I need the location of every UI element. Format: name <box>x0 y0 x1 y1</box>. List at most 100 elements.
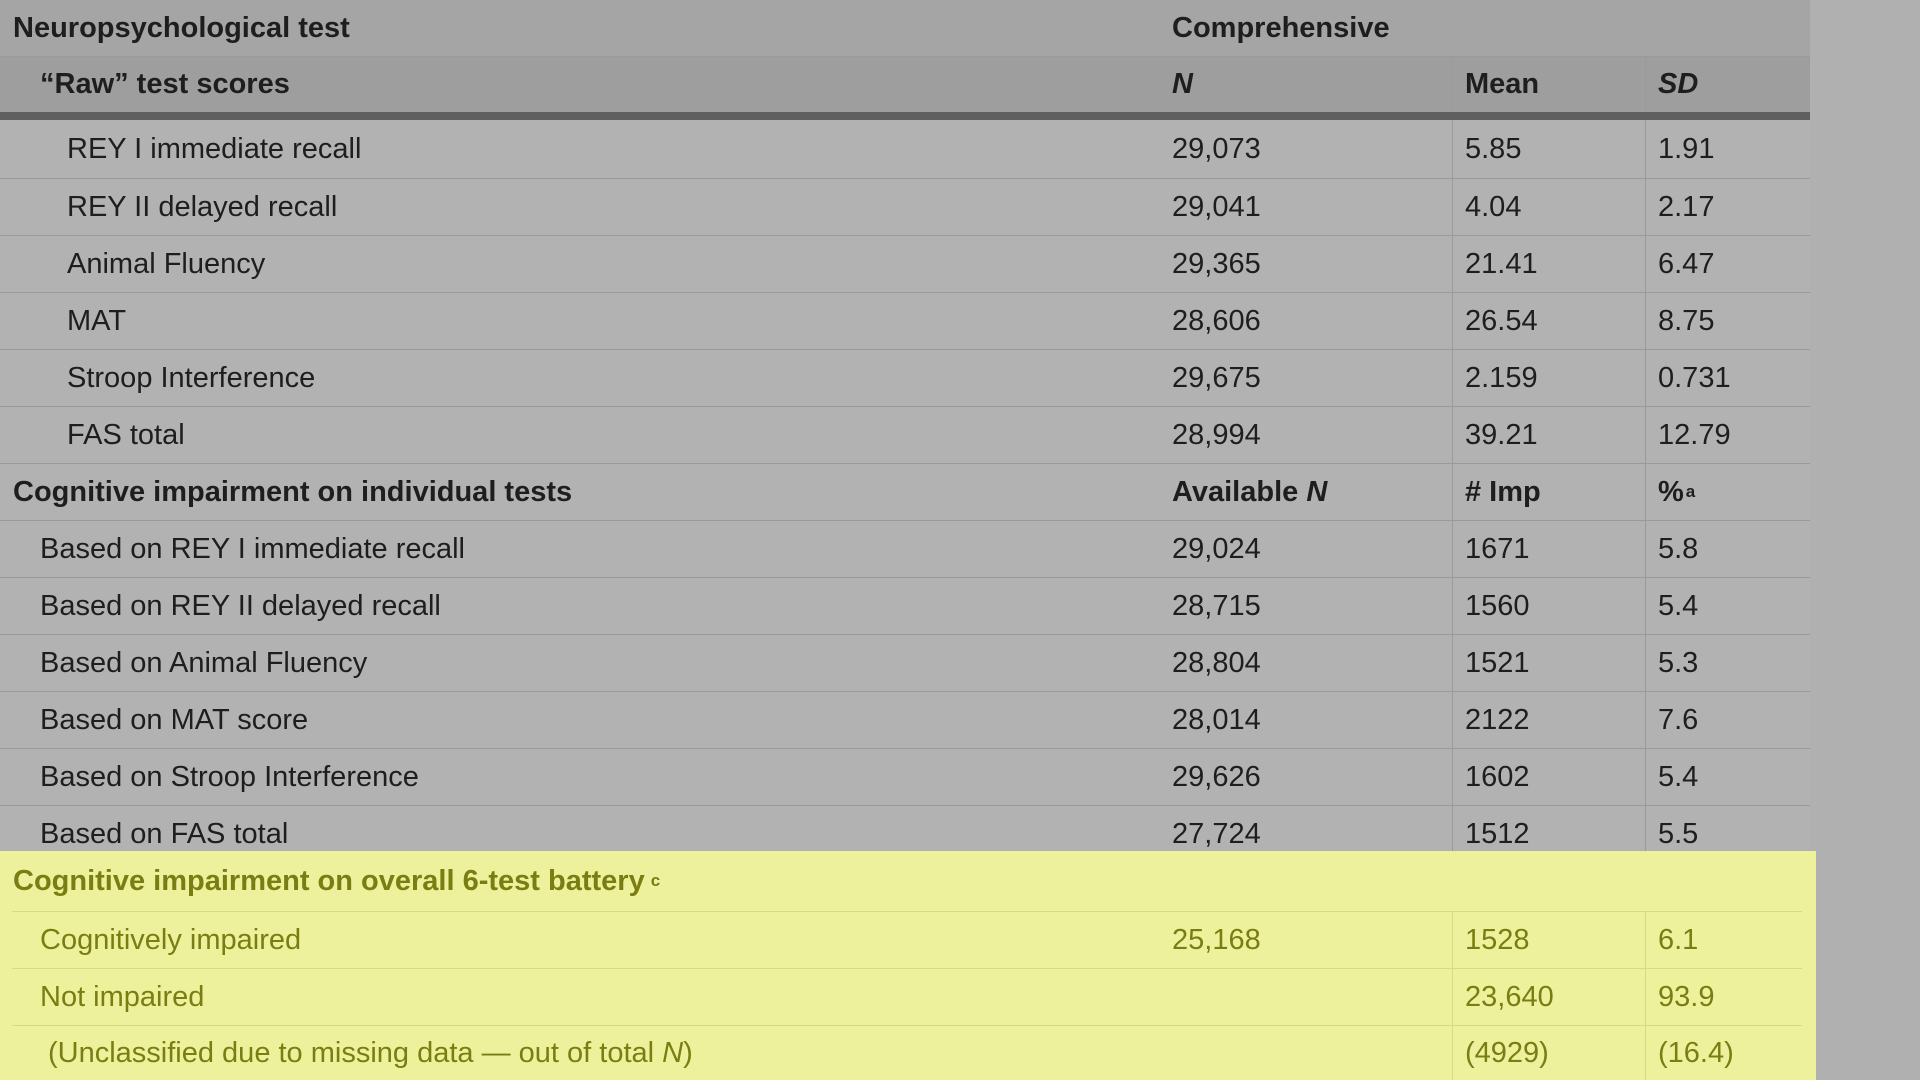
row-sd: 2.17 <box>1645 179 1810 235</box>
row-imp: (4929) <box>1452 1026 1645 1080</box>
row-imp: 1671 <box>1452 521 1645 577</box>
row-label: Stroop Interference <box>67 361 316 394</box>
available-prefix: Available <box>1172 475 1299 508</box>
row-mean: 2.159 <box>1452 350 1645 406</box>
column-available-n-header: Available N <box>1160 464 1452 520</box>
row-pct: 5.5 <box>1645 806 1810 863</box>
battery-section-label-cell: Cognitive impairment on overall 6-test b… <box>12 851 1802 911</box>
row-label: Cognitively impaired <box>40 923 302 956</box>
row-mean: 39.21 <box>1452 407 1645 463</box>
row-imp: 1528 <box>1452 912 1645 968</box>
row-label: Based on FAS total <box>40 818 289 850</box>
row-label: Based on Stroop Interference <box>40 760 419 793</box>
table-row: FAS total 28,994 39.21 12.79 <box>0 407 1810 464</box>
table-row: Animal Fluency 29,365 21.41 6.47 <box>0 236 1810 293</box>
row-sd: 1.91 <box>1645 120 1810 178</box>
row-label: Animal Fluency <box>67 247 266 280</box>
table-row: Stroop Interference 29,675 2.159 0.731 <box>0 350 1810 407</box>
row-label: Based on REY II delayed recall <box>40 589 441 622</box>
table-row: (Unclassified due to missing data — out … <box>12 1026 1802 1080</box>
unclassified-label-post: ) <box>683 1036 693 1069</box>
table-header-row: Neuropsychological test Comprehensive <box>0 0 1810 57</box>
row-mean: 5.85 <box>1452 120 1645 178</box>
column-mean-header: Mean <box>1452 57 1645 112</box>
table-row: MAT 28,606 26.54 8.75 <box>0 293 1810 350</box>
row-pct: 5.4 <box>1645 749 1810 805</box>
row-sd: 12.79 <box>1645 407 1810 463</box>
row-n: 28,804 <box>1172 646 1261 679</box>
row-imp: 1602 <box>1452 749 1645 805</box>
row-label: FAS total <box>67 418 185 451</box>
row-n: 28,994 <box>1172 418 1261 451</box>
row-imp: 1512 <box>1452 806 1645 863</box>
impairment-section-header-row: Cognitive impairment on individual tests… <box>0 464 1810 521</box>
unclassified-label-n: N <box>662 1036 684 1069</box>
table-row: Based on MAT score 28,014 2122 7.6 <box>0 692 1810 749</box>
table-row: Based on Animal Fluency 28,804 1521 5.3 <box>0 635 1810 692</box>
row-imp: 1521 <box>1452 635 1645 691</box>
row-n: 29,675 <box>1172 361 1261 394</box>
row-n: 28,715 <box>1172 589 1261 622</box>
row-n: 29,365 <box>1172 247 1261 280</box>
battery-section-label: Cognitive impairment on overall 6-test b… <box>13 864 645 897</box>
table-row: Not impaired 23,640 93.9 <box>12 969 1802 1026</box>
row-n: 25,168 <box>1172 923 1261 956</box>
row-n <box>1160 1026 1452 1080</box>
row-mean: 21.41 <box>1452 236 1645 292</box>
column-n-header: N <box>1172 68 1193 100</box>
row-sd: 0.731 <box>1645 350 1810 406</box>
row-n: 28,606 <box>1172 304 1261 337</box>
row-sd: 6.47 <box>1645 236 1810 292</box>
right-margin <box>1810 0 1920 1080</box>
battery-highlight-region: Cognitive impairment on overall 6-test b… <box>0 851 1816 1080</box>
table-row: Cognitively impaired 25,168 1528 6.1 <box>12 912 1802 969</box>
unclassified-label-pre: (Unclassified due to missing data — out … <box>48 1036 655 1069</box>
row-pct: 7.6 <box>1645 692 1810 748</box>
row-imp: 1560 <box>1452 578 1645 634</box>
pct-footnote: a <box>1685 482 1696 501</box>
table-row: Based on FAS total 27,724 1512 5.5 <box>0 806 1810 863</box>
row-label: REY II delayed recall <box>67 190 338 223</box>
table-row: Based on REY I immediate recall 29,024 1… <box>0 521 1810 578</box>
column-sd-header: SD <box>1645 57 1810 112</box>
row-label: Based on MAT score <box>40 703 309 736</box>
available-n-italic: N <box>1306 475 1328 508</box>
pct-symbol: % <box>1658 475 1684 508</box>
header-divider <box>0 112 1810 120</box>
row-n: 29,024 <box>1172 532 1261 565</box>
raw-scores-label: “Raw” test scores <box>40 68 290 100</box>
row-label: REY I immediate recall <box>67 132 362 165</box>
row-n: 29,073 <box>1172 132 1261 165</box>
row-pct: 6.1 <box>1645 912 1802 968</box>
battery-section-header-row: Cognitive impairment on overall 6-test b… <box>12 851 1802 912</box>
row-n: 29,626 <box>1172 760 1261 793</box>
unclassified-label-cell: (Unclassified due to missing data — out … <box>12 1026 1160 1080</box>
row-n: 27,724 <box>1172 818 1261 850</box>
row-label: Based on Animal Fluency <box>40 646 368 679</box>
row-pct: 5.3 <box>1645 635 1810 691</box>
row-sd: 8.75 <box>1645 293 1810 349</box>
row-imp: 23,640 <box>1452 969 1645 1025</box>
table-row: REY I immediate recall 29,073 5.85 1.91 <box>0 120 1810 179</box>
header-test-label: Neuropsychological test <box>13 11 350 44</box>
row-pct: (16.4) <box>1645 1026 1802 1080</box>
row-imp: 2122 <box>1452 692 1645 748</box>
row-label: Based on REY I immediate recall <box>40 532 466 565</box>
battery-footnote: c <box>650 871 661 890</box>
row-mean: 4.04 <box>1452 179 1645 235</box>
row-pct: 5.4 <box>1645 578 1810 634</box>
row-pct: 93.9 <box>1645 969 1802 1025</box>
table-row: REY II delayed recall 29,041 4.04 2.17 <box>0 179 1810 236</box>
row-n <box>1160 969 1452 1025</box>
column-imp-header: # Imp <box>1452 464 1645 520</box>
table-row: Based on Stroop Interference 29,626 1602… <box>0 749 1810 806</box>
header-comprehensive-label: Comprehensive <box>1172 11 1390 44</box>
row-mean: 26.54 <box>1452 293 1645 349</box>
row-n: 29,041 <box>1172 190 1261 223</box>
impairment-section-label: Cognitive impairment on individual tests <box>13 475 573 508</box>
row-label: MAT <box>67 304 127 337</box>
row-n: 28,014 <box>1172 703 1261 736</box>
table-row: Based on REY II delayed recall 28,715 15… <box>0 578 1810 635</box>
row-label: Not impaired <box>40 980 205 1013</box>
raw-scores-subheader-row: “Raw” test scores N Mean SD <box>0 57 1810 113</box>
